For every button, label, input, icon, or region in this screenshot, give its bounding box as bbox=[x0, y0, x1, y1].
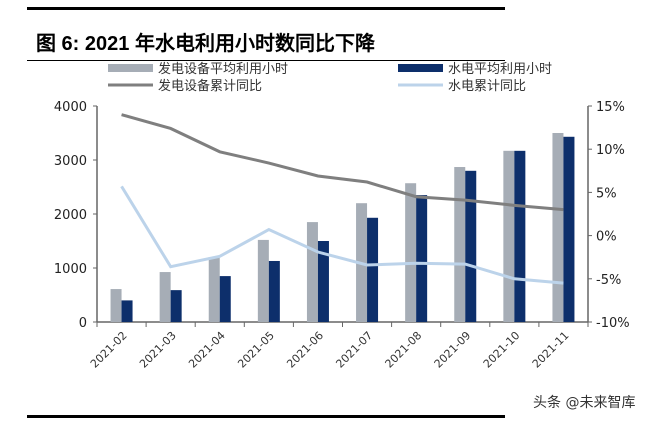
legend-swatch bbox=[398, 64, 443, 72]
hydro-hours-bar bbox=[219, 276, 231, 322]
generation-hours-bar bbox=[552, 133, 564, 322]
chart-title: 图 6: 2021 年水电利用小时数同比下降 bbox=[36, 33, 375, 55]
left-tick-label: 2000 bbox=[54, 208, 87, 223]
right-tick-label: 5% bbox=[596, 186, 617, 201]
generation-hours-bar bbox=[454, 167, 466, 322]
left-tick-label: 3000 bbox=[54, 154, 87, 169]
right-tick-label: 15% bbox=[596, 100, 625, 115]
watermark: 头条 @未来智库 bbox=[533, 395, 636, 411]
x-tick-label: 2021-04 bbox=[186, 329, 228, 371]
x-tick-label: 2021-09 bbox=[432, 329, 474, 371]
hydro-hours-bar bbox=[170, 290, 182, 322]
hydro-yoy-line bbox=[120, 185, 564, 285]
legend-label: 水电平均利用小时 bbox=[448, 62, 552, 77]
generation-hours-bar bbox=[306, 222, 318, 322]
hydro-hours-bar bbox=[367, 217, 379, 322]
generation-hours-bar bbox=[208, 257, 220, 322]
left-tick-label: 0 bbox=[79, 316, 87, 331]
generation-hours-bar bbox=[257, 239, 269, 322]
x-tick-label: 2021-03 bbox=[137, 329, 179, 371]
title-rule bbox=[27, 60, 505, 61]
hydro-hours-bar bbox=[268, 260, 280, 322]
legend-label: 发电设备累计同比 bbox=[158, 78, 262, 94]
x-tick-label: 2021-07 bbox=[333, 329, 375, 371]
generation-yoy-line bbox=[121, 113, 564, 212]
hydro-hours-bar bbox=[563, 136, 575, 322]
hydro-hours-bar bbox=[317, 241, 329, 322]
generation-hours-bar bbox=[159, 272, 171, 322]
generation-hours-bar bbox=[110, 289, 122, 322]
right-tick-label: 0% bbox=[596, 230, 617, 245]
bottom-rule bbox=[27, 415, 505, 418]
legend-label: 水电累计同比 bbox=[448, 79, 526, 94]
x-tick-label: 2021-11 bbox=[530, 329, 572, 371]
hydro-hours-bar bbox=[416, 195, 428, 322]
legend-label: 发电设备平均利用小时 bbox=[158, 61, 288, 77]
x-tick-label: 2021-08 bbox=[383, 329, 425, 371]
top-rule bbox=[27, 7, 505, 10]
left-tick-label: 1000 bbox=[54, 262, 87, 277]
legend-swatch bbox=[108, 64, 153, 72]
hydro-hours-bar bbox=[465, 170, 477, 322]
right-tick-label: -5% bbox=[596, 273, 621, 288]
right-tick-label: 10% bbox=[596, 143, 625, 158]
x-tick-label: 2021-06 bbox=[284, 329, 326, 371]
generation-hours-bar bbox=[405, 183, 417, 322]
right-tick-label: -10% bbox=[596, 316, 630, 331]
left-tick-label: 4000 bbox=[54, 100, 87, 115]
hydro-hours-bar bbox=[121, 300, 133, 322]
generation-hours-bar bbox=[503, 150, 515, 322]
x-tick-label: 2021-10 bbox=[481, 329, 523, 371]
x-tick-label: 2021-02 bbox=[88, 329, 130, 371]
x-tick-label: 2021-05 bbox=[235, 329, 277, 371]
hydro-hours-bar bbox=[514, 150, 526, 322]
